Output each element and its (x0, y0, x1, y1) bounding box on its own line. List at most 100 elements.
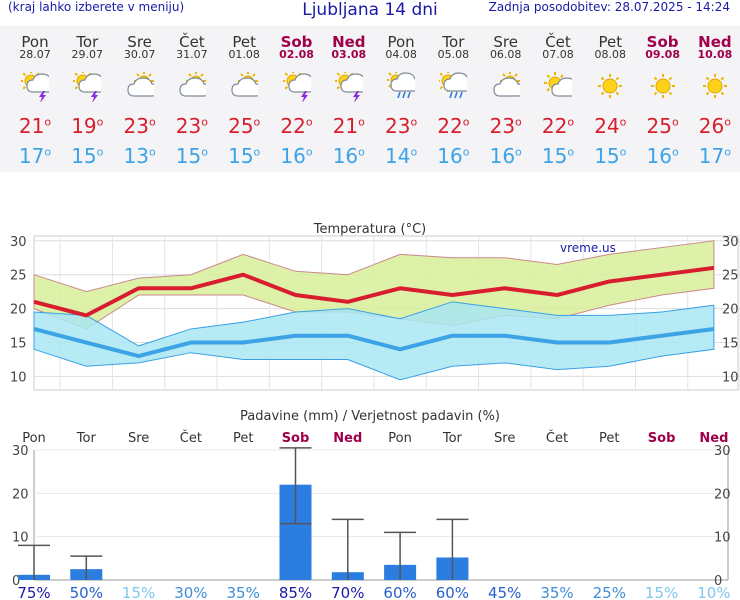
precip-day-label: Tor (442, 431, 463, 446)
day-name: Pet (598, 33, 623, 51)
max-temp: 24o (594, 114, 627, 138)
partly-cloudy-icon (230, 71, 263, 102)
precip-day-label: Sre (128, 431, 149, 446)
page-title: Ljubljana 14 dni (302, 0, 438, 20)
day-name: Ned (332, 33, 366, 51)
max-temp: 23o (489, 114, 522, 138)
min-temp: 17o (698, 144, 731, 168)
precip-probability: 10% (697, 584, 730, 600)
day-date: 07.08 (542, 48, 574, 61)
temp-y-tick-right: 25 (722, 269, 739, 284)
day-name: Sob (280, 33, 313, 51)
day-name: Tor (442, 33, 465, 51)
day-name: Sre (493, 33, 518, 51)
rain-sun-icon (437, 70, 475, 102)
partly-cloudy-icon (126, 71, 159, 102)
precip-y-tick-right: 20 (714, 487, 731, 502)
max-temp: 25o (646, 114, 679, 138)
temp-y-tick: 15 (10, 337, 27, 352)
day-name: Čet (545, 33, 571, 51)
thunderstorm-sun-icon (333, 70, 372, 103)
min-temp: 15o (228, 144, 261, 168)
precip-probability: 85% (279, 584, 312, 600)
precip-day-label: Sre (494, 431, 515, 446)
precip-probability: 15% (645, 584, 678, 600)
precip-day-label: Čet (180, 430, 202, 446)
day-forecast: Čet 07.08 22o 15o (532, 26, 584, 172)
partly-cloudy-icon (492, 71, 525, 102)
min-temp: 16o (646, 144, 679, 168)
precip-y-tick: 10 (12, 531, 29, 546)
day-date: 09.08 (645, 48, 680, 61)
min-temp: 15o (71, 144, 104, 168)
day-forecast: Sob 02.08 22o 16o (271, 26, 323, 172)
precip-y-tick: 0 (12, 574, 20, 589)
thunderstorm-sun-icon (281, 70, 320, 103)
precip-y-tick: 30 (12, 444, 29, 459)
precip-day-label: Sob (648, 431, 676, 446)
sun-icon (596, 72, 624, 102)
precip-day-label: Pon (388, 431, 412, 446)
rain-cloud-icon (386, 70, 422, 102)
precip-chart-title: Padavine (mm) / Verjetnost padavin (%) (240, 409, 500, 424)
precip-probability: 60% (436, 584, 469, 600)
temp-y-tick-right: 30 (722, 235, 739, 250)
charts: Temperatura (°C) 10 10 15 15 20 20 25 25 30 30 vrem… (10, 222, 740, 600)
precip-probability: 60% (383, 584, 416, 600)
day-date: 04.08 (385, 48, 417, 61)
precip-probability: 35% (227, 584, 260, 600)
min-temp: 16o (437, 144, 470, 168)
day-forecast: Tor 05.08 22o 16o (427, 26, 479, 172)
precip-y-tick-right: 10 (714, 531, 731, 546)
min-temp: 15o (594, 144, 627, 168)
day-forecast: Pet 01.08 25o 15o (218, 26, 270, 172)
day-date: 29.07 (71, 48, 104, 61)
day-name: Čet (179, 33, 205, 51)
min-temp: 15o (541, 144, 575, 168)
max-temp: 25o (228, 114, 261, 138)
min-temp-line (33, 326, 715, 359)
precip-day-label: Sob (282, 431, 310, 446)
min-temp: 16o (332, 144, 365, 168)
day-date: 05.08 (437, 48, 470, 61)
day-date: 01.08 (228, 48, 260, 61)
max-temp: 23o (123, 114, 156, 138)
day-forecast: Pon 28.07 21o 17o (9, 26, 61, 172)
temp-chart-title: Temperatura (°C) (313, 222, 426, 237)
partly-cloudy-icon (178, 71, 211, 102)
day-forecast: Ned 03.08 21o 16o (323, 26, 375, 172)
day-name: Sre (127, 33, 152, 51)
max-temp: 22o (280, 114, 313, 138)
location-hint: (kraj lahko izberete v meniju) (8, 0, 185, 14)
temp-y-tick-right: 20 (722, 303, 739, 318)
precip-y-tick-right: 30 (714, 444, 731, 459)
day-date: 03.08 (331, 48, 367, 61)
min-temp: 14o (385, 144, 418, 168)
day-date: 08.08 (594, 48, 627, 61)
precip-probability: 35% (540, 584, 573, 600)
max-temp: 19o (71, 114, 104, 138)
precip-day-label: Pet (233, 431, 253, 446)
precip-day-label: Ned (699, 431, 728, 446)
max-temp: 22o (437, 114, 470, 138)
min-temp: 13o (123, 144, 156, 168)
precip-y-tick: 20 (12, 487, 29, 502)
day-date: 28.07 (19, 48, 51, 61)
min-temp: 15o (175, 144, 208, 168)
max-temp: 21o (18, 114, 52, 138)
precip-probability: 75% (17, 584, 50, 600)
max-temp-line (33, 265, 715, 318)
max-temp: 26o (698, 114, 731, 138)
max-temp: 23o (385, 114, 418, 138)
day-forecast: Sre 06.08 23o 16o (480, 26, 532, 172)
precip-y-tick-right: 0 (714, 574, 722, 589)
watermark: vreme.us (560, 241, 616, 255)
max-temp-range-band (33, 240, 715, 330)
temp-y-tick: 30 (10, 235, 27, 250)
day-forecast: Sob 09.08 25o 16o (637, 26, 689, 172)
precip-day-label: Tor (76, 431, 97, 446)
last-update: Zadnja posodobitev: 28.07.2025 - 14:24 (488, 0, 730, 14)
day-date: 10.08 (697, 48, 733, 61)
precip-probability: 70% (331, 584, 364, 600)
precip-probability: 15% (122, 584, 155, 600)
